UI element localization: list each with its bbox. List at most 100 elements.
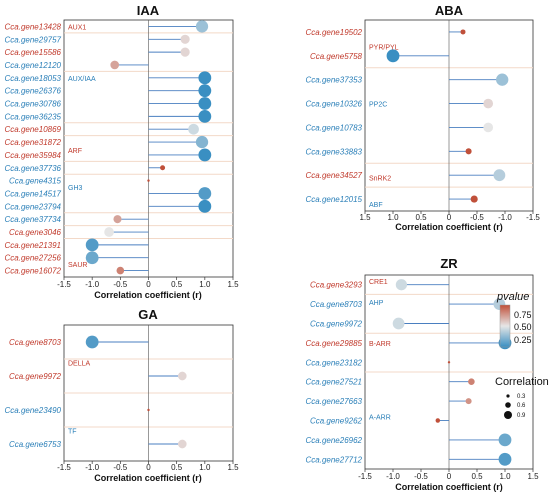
gene-label: Cca.gene16072 xyxy=(5,267,62,276)
gene-label: Cca.gene10783 xyxy=(306,123,363,132)
gene-label: Cca.gene10869 xyxy=(5,125,62,134)
legend-pvalue-tick-high: 0.75 xyxy=(514,310,532,320)
x-tick-label: 0.5 xyxy=(171,463,183,472)
x-tick-label: 0 xyxy=(146,463,151,472)
lollipop-point xyxy=(198,71,212,85)
gene-label: Cca.gene27663 xyxy=(306,397,363,406)
x-tick-label: 0.5 xyxy=(415,213,427,222)
panel-title-aba: ABA xyxy=(435,3,464,18)
gene-label: Cca.gene5758 xyxy=(310,52,363,61)
gene-label: Cca.gene18053 xyxy=(5,74,62,83)
family-label: AUX/IAA xyxy=(68,76,96,83)
family-label: B-ARR xyxy=(369,341,391,348)
lollipop-point xyxy=(198,97,212,110)
panel-ga: DELLA TF Cca.gene8703 Cca.gene9972 Cca.gene2… xyxy=(5,324,239,483)
gene-label: Cca.gene13428 xyxy=(5,22,62,31)
gene-label: Cca.gene34527 xyxy=(306,171,363,180)
lollipop-point xyxy=(386,49,400,63)
lollipop-point xyxy=(483,122,494,133)
panel-title-zr: ZR xyxy=(440,256,458,271)
family-label: ABF xyxy=(369,202,383,209)
family-label: A-ARR xyxy=(369,415,391,422)
x-tick-label: -0.5 xyxy=(470,213,484,222)
x-tick-label: -0.5 xyxy=(414,472,428,481)
lollipop-point xyxy=(85,335,99,349)
legend-correlation-title: Correlation xyxy=(495,376,549,388)
lollipop-point xyxy=(147,408,150,412)
family-label: AHP xyxy=(369,300,384,307)
gene-label: Cca.gene21391 xyxy=(5,241,62,250)
lollipop-point xyxy=(435,418,441,423)
lollipop-point xyxy=(498,433,512,447)
family-label: GH3 xyxy=(68,185,83,192)
gene-label: Cca.gene8703 xyxy=(310,300,363,309)
x-tick-label: 0 xyxy=(146,280,151,289)
gene-label: Cca.gene26376 xyxy=(5,87,62,96)
lollipop-point xyxy=(392,317,405,330)
lollipop-point xyxy=(198,109,212,123)
x-axis-label: Correlation coefficient (r) xyxy=(94,473,202,483)
gene-label: Cca.gene29885 xyxy=(306,339,363,348)
lollipop-point xyxy=(147,179,150,182)
lollipop-point xyxy=(85,238,99,252)
lollipop-point xyxy=(198,187,212,200)
lollipop-point xyxy=(468,378,475,385)
x-tick-label: 1.5 xyxy=(359,213,371,222)
x-axis-label: Correlation coefficient (r) xyxy=(395,482,503,492)
family-label: PYR/PYL xyxy=(369,44,399,51)
legend-size-label-0-3: 0.3 xyxy=(517,394,526,400)
lollipop-point xyxy=(160,165,166,171)
x-tick-label: 0.5 xyxy=(471,472,483,481)
x-axis-label: Correlation coefficient (r) xyxy=(395,222,503,232)
x-tick-label: -1.0 xyxy=(85,280,99,289)
legend-size-label-0-9: 0.9 xyxy=(517,413,526,419)
gene-label: Cca.gene37353 xyxy=(306,76,363,85)
lollipop-point xyxy=(447,361,451,364)
gene-label: Cca.gene14517 xyxy=(5,189,62,198)
gene-label: Cca.gene12015 xyxy=(306,195,363,204)
lollipop-point xyxy=(496,73,509,86)
x-tick-label: 1.5 xyxy=(227,463,239,472)
gene-label: Cca.gene8703 xyxy=(9,338,62,347)
lollipop-point xyxy=(177,371,187,381)
x-tick-label: -0.5 xyxy=(113,280,127,289)
lollipop-point xyxy=(465,398,472,405)
gene-label: Cca.gene23794 xyxy=(5,202,62,211)
gene-label: Cca.gene9972 xyxy=(9,372,62,381)
lollipop-point xyxy=(460,29,466,35)
legend-colorbar xyxy=(499,304,511,348)
x-axis-label: Correlation coefficient (r) xyxy=(94,290,202,300)
family-label: SAUR xyxy=(68,262,87,269)
x-tick-label: -1.5 xyxy=(57,463,71,472)
lollipop-point xyxy=(395,279,408,291)
x-tick-label: -1.5 xyxy=(57,280,71,289)
lollipop-point xyxy=(110,60,120,70)
gene-label: Cca.gene23490 xyxy=(5,406,62,415)
gene-label: Cca.gene23182 xyxy=(306,358,363,367)
panel-title-ga: GA xyxy=(138,307,158,322)
lollipop-point xyxy=(195,20,209,33)
gene-label: Cca.gene15586 xyxy=(5,48,62,57)
gene-label: Cca.gene4315 xyxy=(9,177,62,186)
lollipop-point xyxy=(198,84,212,98)
gene-label: Cca.gene35984 xyxy=(5,151,62,160)
x-tick-label: -1.0 xyxy=(85,463,99,472)
x-tick-label: 1.5 xyxy=(227,280,239,289)
gene-label: Cca.gene37734 xyxy=(5,215,62,224)
x-tick-label: -1.5 xyxy=(358,472,372,481)
gene-label: Cca.gene12120 xyxy=(5,61,62,70)
x-tick-label: 1.0 xyxy=(199,463,211,472)
gene-label: Cca.gene33883 xyxy=(306,147,363,156)
x-tick-label: 1.5 xyxy=(527,472,539,481)
family-label: SnRK2 xyxy=(369,176,391,183)
lollipop-point xyxy=(104,227,114,237)
lollipop-point xyxy=(483,98,494,109)
family-label: ARF xyxy=(68,148,82,155)
legend-correlation: Correlation 0.3 0.6 0.9 xyxy=(495,376,549,419)
x-tick-label: -1.0 xyxy=(498,213,512,222)
gene-label: Cca.gene6753 xyxy=(9,440,62,449)
panel-zr: CRE1 AHP B-ARR A-ARR Cca.gene3293 Cca.gene870… xyxy=(306,274,539,492)
family-label: PP2C xyxy=(369,102,387,109)
lollipop-point xyxy=(113,215,122,224)
